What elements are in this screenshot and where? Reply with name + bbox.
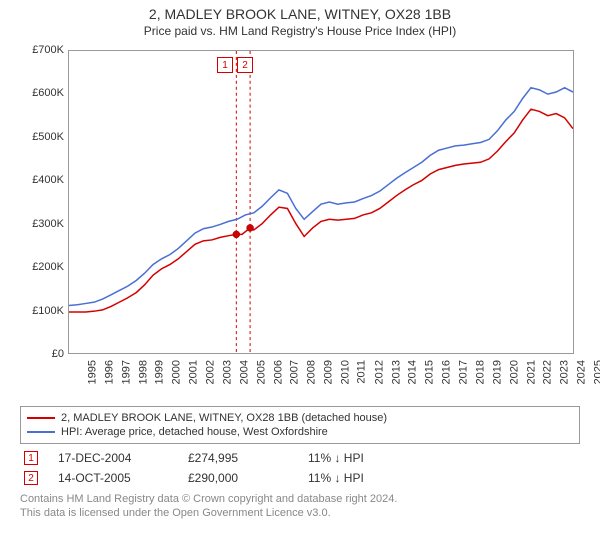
- x-tick-label: 2014: [407, 360, 419, 384]
- x-tick-label: 2025: [592, 360, 600, 384]
- sale-delta: 11% ↓ HPI: [308, 451, 364, 465]
- sale-marker-icon: 1: [24, 451, 38, 465]
- x-tick-label: 2018: [474, 360, 486, 384]
- sale-row: 1 17-DEC-2004 £274,995 11% ↓ HPI: [20, 448, 580, 468]
- y-tick-label: £100K: [20, 305, 64, 317]
- x-tick-label: 2002: [205, 360, 217, 384]
- x-tick-label: 2010: [339, 360, 351, 384]
- legend-label: HPI: Average price, detached house, West…: [61, 426, 328, 438]
- legend-item: 2, MADLEY BROOK LANE, WITNEY, OX28 1BB (…: [27, 411, 573, 425]
- y-tick-label: £400K: [20, 174, 64, 186]
- x-tick-label: 2013: [390, 360, 402, 384]
- x-tick-label: 2015: [424, 360, 436, 384]
- x-tick-label: 1997: [120, 360, 132, 384]
- x-tick-label: 2023: [559, 360, 571, 384]
- chart-subtitle: Price paid vs. HM Land Registry's House …: [10, 24, 590, 38]
- x-tick-label: 2006: [272, 360, 284, 384]
- x-tick-label: 2007: [289, 360, 301, 384]
- sale-delta: 11% ↓ HPI: [308, 471, 364, 485]
- x-tick-label: 2000: [171, 360, 183, 384]
- x-tick-label: 2024: [576, 360, 588, 384]
- x-tick-label: 1995: [86, 360, 98, 384]
- legend-label: 2, MADLEY BROOK LANE, WITNEY, OX28 1BB (…: [61, 412, 387, 424]
- legend-swatch: [27, 431, 55, 433]
- y-tick-label: £600K: [20, 87, 64, 99]
- x-tick-label: 2021: [525, 360, 537, 384]
- x-tick-label: 2009: [323, 360, 335, 384]
- x-tick-label: 2005: [255, 360, 267, 384]
- sale-marker-icon: 2: [24, 471, 38, 485]
- x-tick-label: 2019: [491, 360, 503, 384]
- x-tick-label: 2022: [542, 360, 554, 384]
- footer-line: This data is licensed under the Open Gov…: [20, 506, 580, 520]
- chart-title: 2, MADLEY BROOK LANE, WITNEY, OX28 1BB: [10, 6, 590, 22]
- x-tick-label: 1998: [137, 360, 149, 384]
- sales-table: 1 17-DEC-2004 £274,995 11% ↓ HPI 2 14-OCT-200…: [20, 448, 580, 488]
- sale-price: £290,000: [188, 471, 288, 485]
- plot-area: 12: [68, 50, 574, 354]
- sale-price: £274,995: [188, 451, 288, 465]
- sale-marker-box: 2: [237, 57, 253, 73]
- x-tick-label: 2020: [508, 360, 520, 384]
- x-tick-label: 2004: [238, 360, 250, 384]
- x-tick-label: 2011: [356, 360, 368, 384]
- x-tick-label: 2017: [458, 360, 470, 384]
- x-tick-label: 1996: [103, 360, 115, 384]
- x-tick-label: 2008: [306, 360, 318, 384]
- sale-row: 2 14-OCT-2005 £290,000 11% ↓ HPI: [20, 468, 580, 488]
- sale-marker-box: 1: [217, 57, 233, 73]
- legend-swatch: [27, 417, 55, 419]
- sale-marker-legend: 12: [217, 57, 253, 73]
- chart-area: 12 £0 £100K £200K £300K £400K £500K £600K £700K…: [20, 44, 580, 404]
- y-tick-label: £300K: [20, 218, 64, 230]
- x-tick-label: 1999: [154, 360, 166, 384]
- sale-date: 14-OCT-2005: [58, 471, 168, 485]
- x-tick-label: 2001: [188, 360, 200, 384]
- attribution-footer: Contains HM Land Registry data © Crown c…: [20, 492, 580, 521]
- y-tick-label: £200K: [20, 261, 64, 273]
- x-tick-label: 2003: [221, 360, 233, 384]
- sale-date: 17-DEC-2004: [58, 451, 168, 465]
- y-tick-label: £700K: [20, 44, 64, 56]
- x-tick-label: 2012: [373, 360, 385, 384]
- legend-box: 2, MADLEY BROOK LANE, WITNEY, OX28 1BB (…: [20, 406, 580, 444]
- footer-line: Contains HM Land Registry data © Crown c…: [20, 492, 580, 506]
- legend-item: HPI: Average price, detached house, West…: [27, 425, 573, 439]
- y-tick-label: £0: [20, 348, 64, 360]
- y-tick-label: £500K: [20, 131, 64, 143]
- x-tick-label: 2016: [441, 360, 453, 384]
